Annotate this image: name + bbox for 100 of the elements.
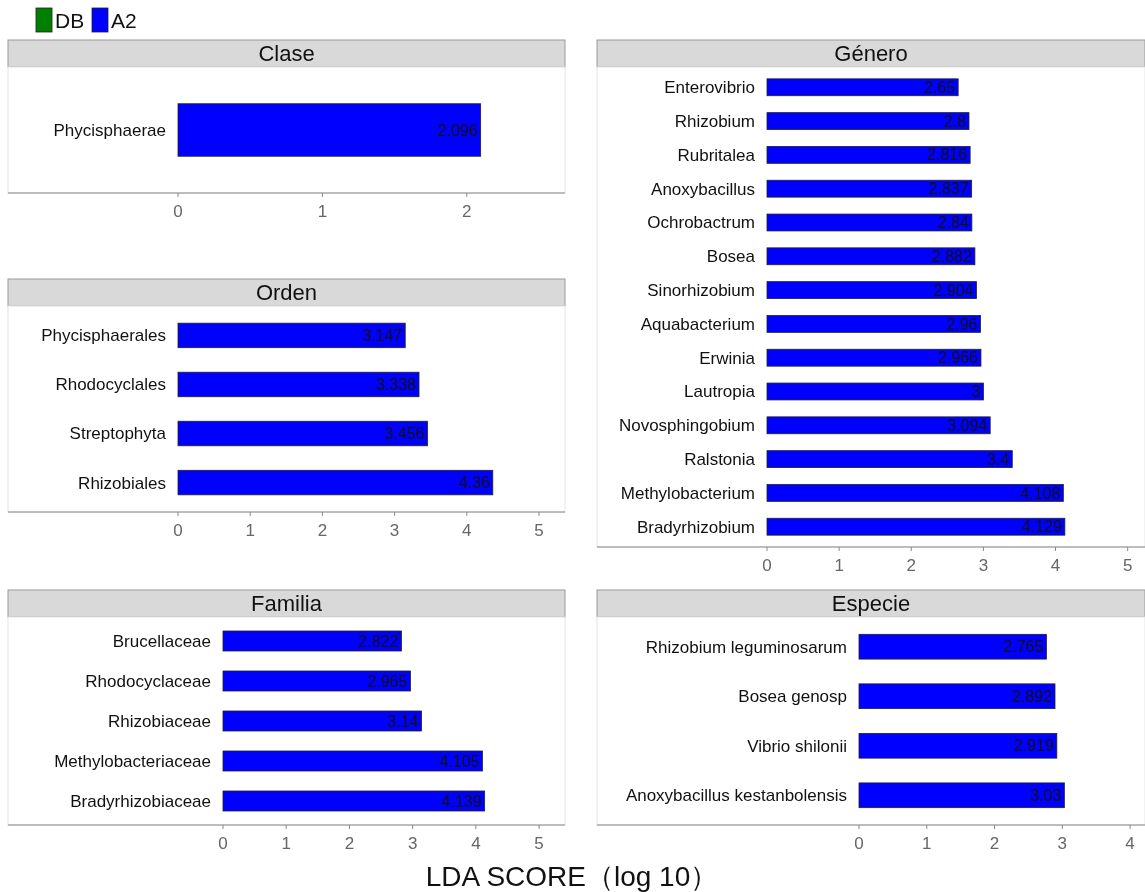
bar [766,78,959,97]
chart-title: Clase [258,41,315,67]
data-label: 2.892 [1011,687,1053,705]
data-label: 2.966 [937,349,979,367]
bar [766,484,1064,502]
bar [177,322,406,349]
y-tick-label: Rhizobium [674,112,755,132]
data-label: 3 [971,383,981,401]
bar [222,630,402,652]
x-tick-label: 0 [173,201,183,221]
bar [177,469,494,496]
y-tick-label: Vibrio shilonii [747,736,847,756]
x-tick-label: 0 [854,833,864,853]
bar [766,247,976,266]
x-tick-label: 5 [534,833,544,853]
y-tick-label: Erwinia [699,348,756,368]
y-tick-label: Bosea genosp [738,687,847,707]
x-tick-label: 4 [1125,833,1135,853]
y-tick-label: Methylobacteriaceae [54,751,211,771]
data-label: 3.03 [1030,786,1062,804]
bar [177,371,420,398]
bar [858,683,1056,710]
data-label: 4.139 [441,792,482,810]
data-label: 2.837 [928,180,969,198]
bar [222,710,422,732]
y-tick-label: Rhizobiaceae [107,711,211,731]
x-tick-label: 2 [989,833,1000,853]
y-tick-label: Phycisphaerales [41,326,166,346]
bar [766,112,970,130]
x-tick-label: 0 [762,555,772,575]
y-tick-label: Novosphingobium [618,416,755,436]
x-tick-label: 3 [1057,833,1068,853]
data-label: 2.822 [358,632,399,650]
bar [766,213,973,232]
x-tick-label: 3 [389,520,400,540]
y-tick-label: Bradyrhizobium [636,517,755,537]
chart-title: Género [834,41,908,67]
bar [766,382,984,401]
legend-label: DB [55,9,85,33]
y-tick-label: Rhizobium leguminosarum [645,637,847,657]
x-tick-label: 1 [317,201,328,221]
y-tick-label: Phycisphaerae [53,120,166,140]
data-label: 2.8 [943,112,967,130]
data-label: 3.147 [362,327,403,345]
y-tick-label: Sinorhizobium [647,281,755,301]
data-label: 2.904 [933,281,974,299]
x-tick-label: 1 [281,833,291,853]
chart-title: Orden [255,280,318,306]
x-tick-label: 1 [245,520,255,540]
y-tick-label: Anoxybacillus kestanbolensis [625,786,847,806]
bar [222,750,483,772]
chart-title: Especie [831,591,911,617]
data-label: 2.816 [927,146,968,164]
data-label: 2.96 [946,315,978,333]
data-label: 3.094 [947,416,988,434]
bar [222,670,411,692]
x-tick-label: 3 [407,833,418,853]
data-label: 4.36 [458,474,490,492]
x-tick-label: 1 [922,833,932,853]
bar [766,281,977,299]
x-axis-title: LDA SCORE（log 10） [425,860,719,892]
data-label: 2.65 [924,78,956,96]
y-tick-label: Rubritalea [677,145,756,165]
data-label: 3.338 [375,376,417,394]
x-tick-label: 4 [462,520,472,540]
bar [858,633,1047,660]
x-tick-label: 3 [978,555,989,575]
bar [858,782,1065,809]
bar [766,179,973,198]
data-label: 2.965 [367,672,408,690]
data-label: 3.456 [384,425,425,443]
y-tick-label: Brucellaceae [112,631,211,651]
y-tick-label: Ochrobactrum [647,213,755,233]
chart-title: Familia [251,591,323,617]
x-tick-label: 5 [1122,555,1133,575]
y-tick-label: Rhodocyclales [55,375,166,395]
y-tick-label: Bradyrhizobiaceae [70,791,211,811]
x-tick-label: 2 [317,520,328,540]
x-tick-label: 0 [218,833,228,853]
data-label: 2.919 [1013,737,1054,755]
data-label: 3.4 [987,450,1010,468]
legend-label: A2 [111,9,137,33]
data-label: 3.14 [387,712,419,730]
data-label: 2.84 [937,214,969,232]
bar [766,348,982,367]
bar [177,420,428,447]
y-tick-label: Ralstonia [684,450,756,470]
y-tick-label: Streptophyta [69,424,167,444]
x-tick-label: 2 [462,201,472,221]
y-tick-label: Lautropia [684,382,756,402]
x-tick-label: 2 [344,833,355,853]
x-tick-label: 4 [1050,555,1061,575]
data-label: 4.129 [1021,518,1062,536]
x-tick-label: 2 [906,555,917,575]
bar [222,790,486,812]
bar [766,416,991,435]
data-label: 2.765 [1003,638,1044,656]
bar [766,146,971,164]
x-tick-label: 5 [534,520,544,540]
data-label: 4.105 [439,752,480,770]
